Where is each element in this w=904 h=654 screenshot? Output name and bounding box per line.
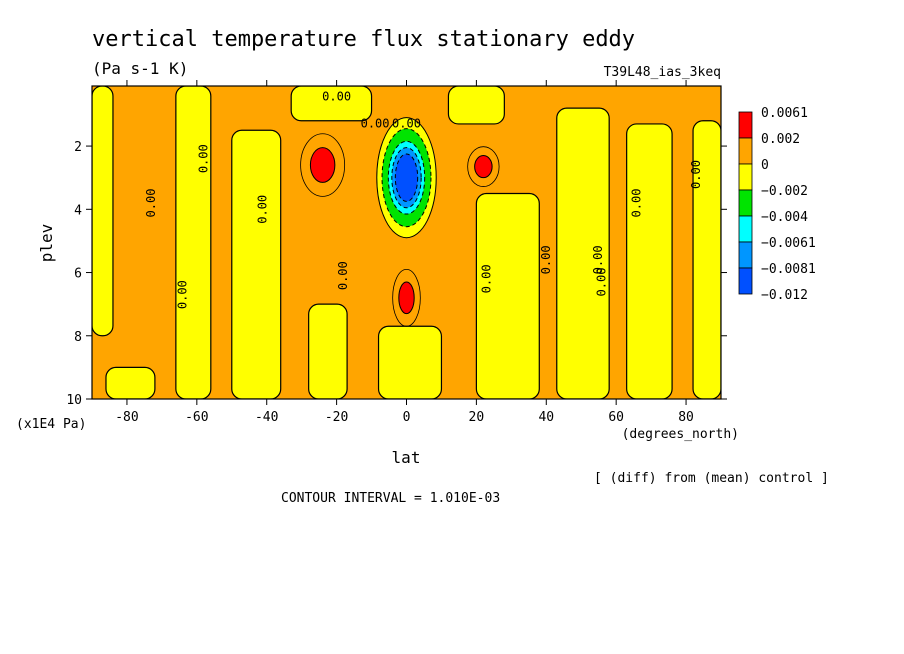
x-tick-label: -60 — [185, 410, 208, 425]
contour-band — [105, 366, 156, 399]
legend-swatch — [738, 137, 753, 165]
contour-label: 0.00 — [392, 116, 421, 130]
contour-label: 0.00 — [361, 116, 390, 130]
legend-swatch — [738, 111, 753, 139]
legend-label: 0 — [761, 158, 769, 173]
y-tick-label: 2 — [74, 140, 82, 155]
x-axis-label: lat — [392, 448, 421, 467]
legend-swatch — [738, 241, 753, 269]
contour-label: 0.00 — [256, 195, 270, 224]
contour-band — [475, 192, 540, 399]
y-tick-label: 4 — [74, 203, 82, 218]
contour-interval-label: CONTOUR INTERVAL = 1.010E-03 — [281, 491, 500, 506]
x-axis: -80 -60 -40 -20 0 20 40 60 80 — [115, 80, 694, 425]
positive-core — [474, 155, 493, 179]
legend-label: −0.0081 — [761, 262, 816, 277]
x-axis-units: (degrees_north) — [622, 427, 739, 442]
x-tick-label: 20 — [469, 410, 485, 425]
legend-swatch — [738, 189, 753, 217]
contour-band — [377, 325, 443, 399]
contour-band — [231, 129, 282, 399]
legend-swatch — [738, 267, 753, 295]
contour-line — [300, 133, 346, 197]
x-tick-label: -20 — [325, 410, 348, 425]
x-tick-label: -40 — [255, 410, 278, 425]
y-axis-label: plev — [37, 224, 56, 263]
legend-label: −0.002 — [761, 184, 808, 199]
contour-line — [392, 268, 421, 327]
contour-line — [467, 146, 500, 187]
x-tick-label: 80 — [678, 410, 694, 425]
contour-label: 0.00 — [336, 261, 350, 290]
y-tick-label: 6 — [74, 267, 82, 282]
contour-label: 0.00 — [689, 160, 703, 189]
y-tick-label: 10 — [66, 393, 82, 408]
contour-label: 0.00 — [322, 90, 351, 104]
x-tick-label: -80 — [115, 410, 138, 425]
y-axis: 2 4 6 8 10 — [66, 140, 727, 408]
x-tick-label: 0 — [403, 410, 411, 425]
legend-swatch — [738, 215, 753, 243]
contour-label: 0.00 — [144, 189, 158, 218]
legend-label: 0.002 — [761, 132, 800, 147]
negative-core-layer — [394, 153, 419, 202]
note-label: [ (diff) from (mean) control ] — [594, 471, 829, 486]
positive-core — [398, 281, 415, 315]
contour-label: 0.00 — [539, 245, 553, 274]
contour-band — [290, 86, 373, 122]
legend-label: −0.0061 — [761, 236, 816, 251]
contour-band — [92, 86, 114, 337]
contour-label: 0.00 — [479, 264, 493, 293]
contour-label: 0.00 — [595, 268, 609, 297]
contour-band — [308, 303, 348, 399]
x-tick-label: 40 — [538, 410, 554, 425]
x-tick-label: 60 — [608, 410, 624, 425]
legend-label: −0.004 — [761, 210, 808, 225]
legend-label: −0.012 — [761, 288, 808, 303]
plot-area: 0.000.000.000.000.000.000.00 0.000.000.00… — [92, 86, 721, 399]
y-tick-label: 8 — [74, 330, 82, 345]
chart-title: vertical temperature flux stationary edd… — [92, 27, 635, 52]
contour-band — [447, 86, 505, 125]
contour-label: 0.00 — [591, 245, 605, 274]
legend-label: 0.0061 — [761, 106, 808, 121]
dataset-label: T39L48_ias_3keq — [604, 65, 721, 80]
legend: 0.0061 0.002 0 −0.002 −0.004 −0.0061 −0.0081 −0… — [738, 106, 816, 303]
contour-label: 0.00 — [196, 144, 210, 173]
contour-label: 0.00 — [630, 189, 644, 218]
chart-units: (Pa s-1 K) — [92, 59, 188, 78]
contour-band — [626, 123, 673, 399]
y-axis-units: (x1E4 Pa) — [16, 417, 86, 432]
contour-band — [175, 86, 212, 399]
legend-swatch — [738, 163, 753, 191]
positive-core — [309, 147, 336, 183]
contour-label: 0.00 — [175, 280, 189, 309]
